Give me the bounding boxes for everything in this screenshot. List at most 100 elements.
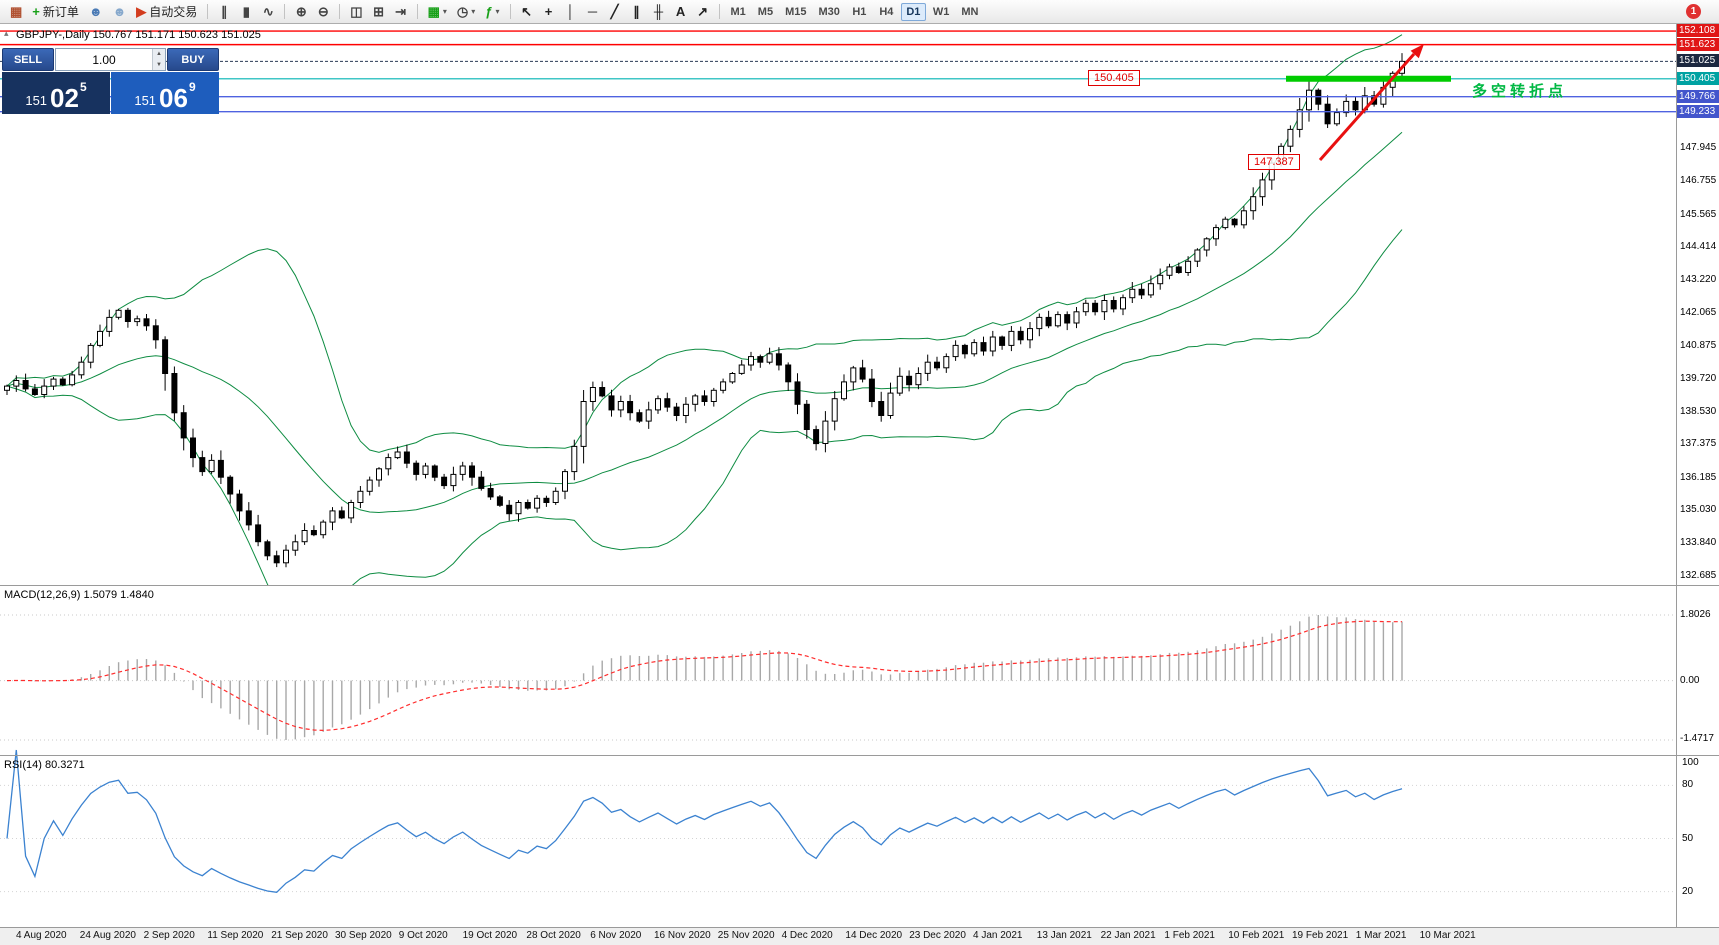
line-chart-icon[interactable]: ∿: [258, 2, 278, 22]
buy-price-pips: 06: [159, 82, 188, 113]
chart-window-icon-glyph: ▦: [10, 4, 23, 19]
price-axis-separator: [1676, 24, 1677, 927]
chart-text-annotation[interactable]: 多空转折点: [1472, 83, 1568, 100]
sell-button[interactable]: SELL: [2, 48, 54, 71]
indicators-button-dropdown-caret[interactable]: ▾: [495, 7, 500, 16]
auto-trading-button-glyph: ▶: [136, 4, 147, 19]
one-click-trading-panel: SELL ▲ ▼ BUY 151 02 5 151 06 9: [2, 48, 219, 114]
profile-icon[interactable]: ☻: [85, 2, 107, 22]
volume-down-icon[interactable]: ▼: [153, 59, 165, 70]
buy-price-fraction: 9: [188, 80, 196, 94]
timeframe-button-M30[interactable]: M30: [818, 5, 840, 18]
sell-price-pips: 02: [50, 82, 79, 113]
bar-chart-icon-glyph: ∥: [221, 4, 228, 19]
chart-shift-icon-glyph: ⇥: [395, 4, 407, 19]
horizontal-line-tool-glyph: ─: [587, 4, 598, 19]
zoom-in-icon[interactable]: ⊕: [291, 2, 311, 22]
toolbar: ▦ + 新订单 ☻ ☻ ▶ 自动交易 ∥ ▮ ∿ ⊕ ⊖ ◫ ⊞ ⇥ ▦ ▾ ◷ ▾ ƒ ▾ ↖ + │ ─ ╱ ∥ ╫ A ↗ M1 M5 M…: [0, 0, 1719, 24]
periodicity-button-dropdown-caret[interactable]: ▾: [471, 7, 476, 16]
crosshair-tool[interactable]: +: [539, 2, 559, 22]
tile-windows-icon-glyph: ◫: [350, 4, 363, 19]
vertical-line-tool-glyph: │: [566, 4, 575, 19]
new-order-button-label: 新订单: [42, 5, 79, 19]
indicators-button[interactable]: ƒ ▾: [481, 2, 503, 22]
chart-shift-icon[interactable]: ⇥: [391, 2, 411, 22]
channel-tool[interactable]: ∥: [627, 2, 647, 22]
trendline-tool-glyph: ╱: [610, 4, 619, 19]
indicators-button-glyph: ƒ: [485, 4, 493, 19]
community-icon[interactable]: ☻: [109, 2, 131, 22]
bar-chart-icon[interactable]: ∥: [214, 2, 234, 22]
sell-price-display[interactable]: 151 02 5: [2, 72, 110, 114]
fibonacci-tool-glyph: ╫: [653, 4, 664, 19]
candlestick-icon[interactable]: ▮: [236, 2, 256, 22]
one-click-panel-toggle[interactable]: ▴: [4, 28, 9, 38]
auto-trading-button-label: 自动交易: [149, 5, 198, 19]
price-annotation-box-147387[interactable]: 147.387: [1248, 154, 1300, 170]
cursor-tool-glyph: ↖: [521, 4, 532, 19]
auto-trading-button[interactable]: ▶ 自动交易: [132, 2, 201, 22]
toolbar-separator: [207, 4, 209, 19]
auto-arrange-icon[interactable]: ⊞: [369, 2, 389, 22]
price-annotation-box-150405[interactable]: 150.405: [1088, 70, 1140, 86]
timeframe-button-D1[interactable]: D1: [900, 2, 926, 21]
auto-arrange-icon-glyph: ⊞: [373, 4, 385, 19]
buy-price-big-figure: 151: [134, 93, 157, 109]
new-chart-button-glyph: ▦: [427, 4, 440, 19]
chart-window-icon[interactable]: ▦: [6, 2, 26, 22]
trendline-tool[interactable]: ╱: [605, 2, 625, 22]
timeframe-button-H1[interactable]: H1: [852, 5, 867, 18]
horizontal-line-tool[interactable]: ─: [583, 2, 603, 22]
channel-tool-glyph: ∥: [633, 4, 640, 19]
toolbar-separator: [509, 4, 511, 19]
volume-spinner: ▲ ▼: [152, 49, 165, 70]
toolbar-separator: [284, 4, 286, 19]
community-icon-glyph: ☻: [112, 4, 127, 19]
rsi-indicator-label: RSI(14) 80.3271: [4, 759, 85, 771]
text-tool-glyph: A: [675, 4, 686, 19]
zoom-out-icon[interactable]: ⊖: [313, 2, 333, 22]
periodicity-button-glyph: ◷: [456, 4, 469, 19]
line-chart-icon-glyph: ∿: [262, 4, 274, 19]
text-tool[interactable]: A: [671, 2, 691, 22]
cursor-tool[interactable]: ↖: [517, 2, 537, 22]
periodicity-button[interactable]: ◷ ▾: [453, 2, 479, 22]
toolbar-separator: [718, 4, 720, 19]
timeframe-button-MN[interactable]: MN: [961, 5, 979, 18]
toolbar-separator: [416, 4, 418, 19]
vertical-line-tool[interactable]: │: [561, 2, 581, 22]
crosshair-tool-glyph: +: [544, 4, 553, 19]
zoom-in-icon-glyph: ⊕: [295, 4, 307, 19]
new-chart-button[interactable]: ▦ ▾: [424, 2, 451, 22]
arrows-tool-glyph: ↗: [697, 4, 708, 19]
arrows-tool[interactable]: ↗: [693, 2, 713, 22]
buy-price-display[interactable]: 151 06 9: [111, 72, 219, 114]
timeframe-button-M15[interactable]: M15: [785, 5, 807, 18]
volume-box: ▲ ▼: [55, 48, 166, 71]
macd-indicator-label: MACD(12,26,9) 1.5079 1.4840: [4, 589, 154, 601]
sell-price-fraction: 5: [79, 80, 87, 94]
notifications-badge[interactable]: 1: [1686, 4, 1701, 19]
timeframe-button-H4[interactable]: H4: [879, 5, 894, 18]
new-order-button-glyph: +: [32, 4, 40, 19]
timeframe-button-M5[interactable]: M5: [757, 5, 774, 18]
buy-button[interactable]: BUY: [167, 48, 219, 71]
pane-separator-dates: [0, 927, 1719, 928]
new-order-button[interactable]: + 新订单: [28, 2, 83, 22]
new-chart-button-dropdown-caret[interactable]: ▾: [442, 7, 447, 16]
profile-icon-glyph: ☻: [88, 4, 103, 19]
volume-up-icon[interactable]: ▲: [153, 49, 165, 60]
timeframe-button-M1[interactable]: M1: [730, 5, 746, 18]
zoom-out-icon-glyph: ⊖: [317, 4, 329, 19]
pane-separator-macd-rsi[interactable]: [0, 755, 1719, 756]
date-axis-strip: [0, 928, 1719, 945]
pane-separator-main-macd[interactable]: [0, 585, 1719, 586]
volume-input[interactable]: [56, 49, 152, 70]
fibonacci-tool[interactable]: ╫: [649, 2, 669, 22]
candlestick-icon-glyph: ▮: [242, 4, 250, 19]
sell-price-big-figure: 151: [25, 93, 48, 109]
tile-windows-icon[interactable]: ◫: [346, 2, 366, 22]
timeframe-button-W1[interactable]: W1: [932, 5, 950, 18]
chart-ohlc-title: GBPJPY-,Daily 150.767 151.171 150.623 15…: [16, 29, 261, 41]
